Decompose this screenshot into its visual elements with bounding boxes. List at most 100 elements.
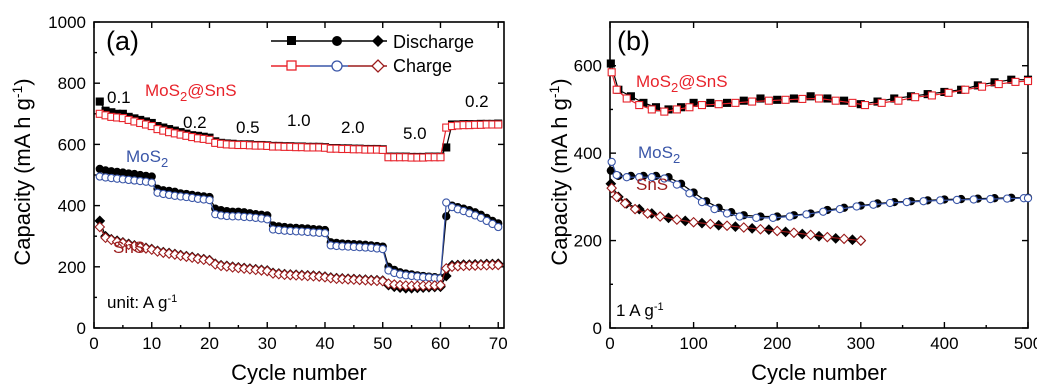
- data-point: [209, 258, 221, 270]
- data-point: [852, 202, 861, 211]
- data-point: [378, 244, 387, 254]
- data-point: [685, 103, 694, 112]
- panel-b-y-tick-label: 200: [574, 232, 602, 251]
- panel-a-y-tick-label: 800: [58, 74, 86, 93]
- series-a-mos2-sns-charge: [95, 109, 503, 162]
- legend-charge-circle-marker: [331, 60, 343, 72]
- panel-b-frame: [609, 21, 1029, 329]
- panel-a-x-tick-label: 10: [142, 334, 161, 353]
- series-a-mos2-charge: [95, 172, 503, 283]
- data-point: [1002, 194, 1012, 203]
- data-point: [706, 98, 715, 107]
- data-point: [1023, 194, 1033, 203]
- data-point: [688, 216, 699, 228]
- panel-a-xlabel: Cycle number: [231, 360, 367, 384]
- data-point: [629, 203, 641, 215]
- data-point: [802, 210, 811, 219]
- data-point: [819, 207, 828, 216]
- panel-a-label-sns: SnS: [113, 238, 145, 257]
- panel-b-plot-area: 0 100 200 300 400 500 0 200 400 600: [574, 21, 1037, 353]
- data-point: [768, 213, 778, 222]
- data-point: [671, 214, 683, 225]
- panel-a-label-mos2: MoS2: [126, 147, 168, 170]
- data-point: [204, 255, 215, 267]
- panel-b-label-sns: SnS: [636, 175, 668, 194]
- data-point: [756, 94, 765, 103]
- legend-discharge-circle-marker: [332, 36, 342, 46]
- panel-a-label-mos2-sns: MoS2@SnS: [145, 81, 237, 104]
- legend-charge-markers: [271, 59, 387, 73]
- data-point: [952, 195, 962, 205]
- data-point: [606, 59, 615, 68]
- data-point: [378, 145, 387, 154]
- data-point: [672, 105, 681, 114]
- data-point: [607, 157, 616, 167]
- data-point: [944, 88, 953, 97]
- data-point: [755, 223, 766, 235]
- panel-b-y-tick-label: 400: [574, 144, 602, 163]
- data-point: [848, 98, 857, 107]
- panel-a-plot-area: 0 10 20 30 40 50 60 70 0 200 400 600 800 1000: [48, 13, 508, 353]
- data-point: [805, 229, 817, 241]
- data-point: [606, 182, 618, 194]
- data-point: [611, 191, 623, 203]
- panel-a-x-tick-label: 70: [489, 334, 508, 353]
- panel-a-y-tick-label: 400: [58, 197, 86, 216]
- data-point: [855, 235, 867, 246]
- panel-b: Capacity (mA h g-1) 0 100 200 300 400 500 0 200…: [546, 21, 1037, 384]
- panel-b-x-tick-label: 500: [1014, 334, 1037, 353]
- rate-label-2: 0.5: [236, 118, 260, 137]
- data-point: [789, 94, 798, 103]
- legend-discharge-square-marker: [287, 36, 296, 45]
- rate-label-6: 0.2: [465, 92, 489, 111]
- data-point: [831, 96, 840, 105]
- rate-labels: 0.1 0.2 0.5 1.0 2.0 5.0 0.2: [107, 88, 489, 143]
- data-point: [877, 98, 886, 107]
- data-point: [704, 218, 716, 230]
- data-point: [672, 180, 682, 189]
- data-point: [654, 211, 666, 222]
- data-point: [622, 94, 631, 103]
- data-point: [94, 221, 106, 233]
- data-point: [731, 98, 740, 107]
- data-point: [111, 236, 123, 248]
- data-point: [635, 101, 644, 110]
- panel-a-x-tick-label: 30: [258, 334, 277, 353]
- data-point: [919, 197, 928, 206]
- data-point: [622, 173, 631, 182]
- panel-a-x-tick-label: 50: [373, 334, 392, 353]
- data-point: [840, 96, 849, 105]
- data-point: [612, 170, 621, 180]
- data-point: [764, 96, 773, 105]
- panel-a-label: (a): [106, 26, 139, 56]
- legend-discharge-markers: [271, 35, 387, 47]
- data-point: [821, 231, 833, 243]
- data-point: [105, 234, 117, 246]
- data-point: [442, 212, 451, 221]
- data-point: [147, 178, 156, 187]
- panel-a-legend: Discharge Charge: [271, 32, 474, 76]
- panel-a-y-tick-label: 600: [58, 135, 86, 154]
- legend-discharge-label: Discharge: [393, 32, 474, 52]
- data-point: [635, 173, 644, 182]
- panel-a-x-tick-label: 20: [200, 334, 219, 353]
- panel-b-xlabel: Cycle number: [751, 360, 887, 384]
- data-point: [739, 96, 748, 105]
- data-point: [685, 189, 694, 198]
- data-point: [927, 91, 936, 100]
- data-point: [436, 153, 445, 162]
- panel-a: Capacity (mA h g-1) 0 10 20 30 40 50 60 70 0 200 4…: [9, 13, 508, 384]
- panel-a-y-tick-label: 0: [77, 319, 86, 338]
- data-point: [781, 95, 790, 104]
- data-point: [722, 209, 732, 218]
- legend-discharge-diamond-marker: [372, 35, 384, 47]
- rate-label-4: 2.0: [341, 118, 365, 137]
- data-point: [263, 215, 272, 224]
- data-point: [435, 279, 446, 291]
- rate-label-5: 5.0: [403, 124, 427, 143]
- data-point: [697, 101, 707, 110]
- data-point: [838, 233, 850, 245]
- unit-note: unit: A g-1: [107, 293, 177, 312]
- data-point: [140, 243, 152, 254]
- data-point: [642, 208, 653, 219]
